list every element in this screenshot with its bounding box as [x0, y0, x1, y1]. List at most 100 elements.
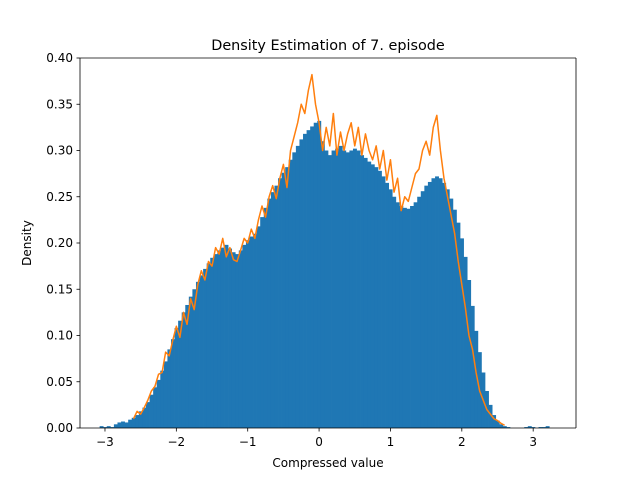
histogram-bar: [545, 426, 550, 428]
histogram-bar: [245, 240, 250, 428]
histogram-bar: [417, 196, 422, 428]
histogram-bar: [410, 206, 414, 428]
histogram-bar: [113, 424, 118, 428]
histogram-bar: [442, 182, 447, 429]
histogram-bar: [460, 238, 464, 428]
histogram-bar: [349, 150, 354, 428]
y-tick-label: 0.15: [46, 282, 73, 296]
density-line: [132, 73, 505, 426]
histogram-bar: [253, 233, 257, 428]
histogram-bar: [110, 427, 115, 428]
x-tick-label: −3: [96, 435, 114, 449]
histogram-bar: [331, 150, 336, 428]
histogram-bar: [156, 379, 161, 428]
histogram-bar: [320, 141, 325, 428]
histogram-bar: [467, 280, 472, 428]
histogram-bar: [374, 167, 379, 428]
histogram-bar: [303, 133, 307, 428]
histogram-bar: [142, 407, 147, 428]
histogram-bar: [242, 244, 247, 428]
histogram-bar: [210, 257, 215, 428]
histogram-bar: [174, 328, 179, 428]
histogram-bar: [388, 189, 393, 428]
histogram-bar: [363, 157, 368, 428]
x-axis-label: Compressed value: [272, 456, 383, 470]
histogram-bar: [424, 185, 429, 428]
y-tick-label: 0.35: [46, 97, 73, 111]
histogram-bar: [203, 268, 208, 428]
histogram-bar: [527, 426, 532, 428]
y-axis-ticks: 0.00 0.05 0.10 0.15 0.20 0.25 0.30 0.35 0.40: [46, 51, 80, 435]
histogram-bar: [117, 422, 122, 428]
histogram-bar: [542, 427, 547, 428]
histogram-bar: [452, 209, 457, 428]
histogram-bar: [324, 150, 329, 428]
histogram-bar: [420, 191, 425, 428]
histogram-bar: [249, 236, 254, 428]
plot-frame: [79, 57, 577, 429]
histogram-bar: [278, 178, 282, 428]
histogram-bar: [224, 244, 229, 428]
histogram-bar: [445, 189, 450, 428]
histogram-bar: [449, 198, 454, 428]
chart-title: Density Estimation of 7. episode: [211, 38, 445, 54]
x-tick-label: −2: [167, 435, 185, 449]
histogram-bar: [292, 152, 297, 428]
histogram-bar: [402, 207, 407, 428]
histogram-bar: [170, 339, 175, 428]
histogram-bar: [381, 176, 386, 428]
histogram-bar: [499, 424, 504, 428]
histogram-bar: [163, 361, 168, 428]
histogram-bar: [335, 148, 340, 428]
y-axis-label: Density: [20, 220, 34, 266]
histogram-bar: [288, 159, 293, 428]
histogram-bar: [213, 254, 218, 428]
histogram-bar: [306, 130, 311, 428]
histogram-bar: [135, 415, 140, 428]
histogram-bar: [178, 320, 183, 428]
histogram-bar: [206, 263, 211, 428]
histogram-bar: [267, 198, 272, 428]
histogram-bar: [377, 170, 382, 428]
histogram-bar: [495, 420, 500, 428]
histogram-bar: [328, 155, 332, 429]
x-tick-label: 1: [387, 435, 395, 449]
histogram-bar: [181, 312, 186, 429]
histogram-bar: [431, 178, 436, 428]
histogram-bar: [228, 248, 233, 428]
histogram-bar: [185, 304, 190, 428]
histogram-bar: [413, 202, 418, 428]
histogram-bars: [99, 120, 550, 429]
histogram-bar: [470, 305, 475, 428]
histogram-bar: [427, 181, 432, 428]
histogram-bar: [192, 289, 197, 428]
histogram-bar: [103, 427, 108, 428]
x-tick-label: 0: [315, 435, 323, 449]
histogram-bar: [124, 422, 129, 428]
histogram-bar: [281, 172, 286, 428]
histogram-bar: [492, 415, 497, 428]
histogram-bar: [138, 411, 143, 428]
histogram-bar: [395, 202, 400, 428]
histogram-bar: [235, 254, 240, 428]
histogram-bar: [531, 427, 536, 428]
histogram-bar: [342, 150, 347, 428]
histogram-bar: [456, 222, 461, 428]
y-tick-label: 0.05: [46, 375, 73, 389]
y-tick-label: 0.30: [46, 144, 73, 158]
histogram-bar: [99, 426, 104, 428]
y-tick-label: 0.00: [46, 421, 73, 435]
histogram-bar: [217, 250, 222, 428]
histogram-bar: [367, 161, 372, 428]
histogram-bar: [260, 217, 265, 428]
histogram-bar: [220, 247, 225, 429]
histogram-bar: [356, 150, 361, 428]
x-tick-label: −1: [239, 435, 257, 449]
histogram-bar: [352, 148, 357, 428]
x-tick-label: 3: [529, 435, 537, 449]
histogram-bar: [538, 427, 543, 428]
histogram-bar: [106, 426, 111, 428]
histogram-bar: [370, 164, 375, 428]
histogram-bar: [263, 207, 268, 428]
